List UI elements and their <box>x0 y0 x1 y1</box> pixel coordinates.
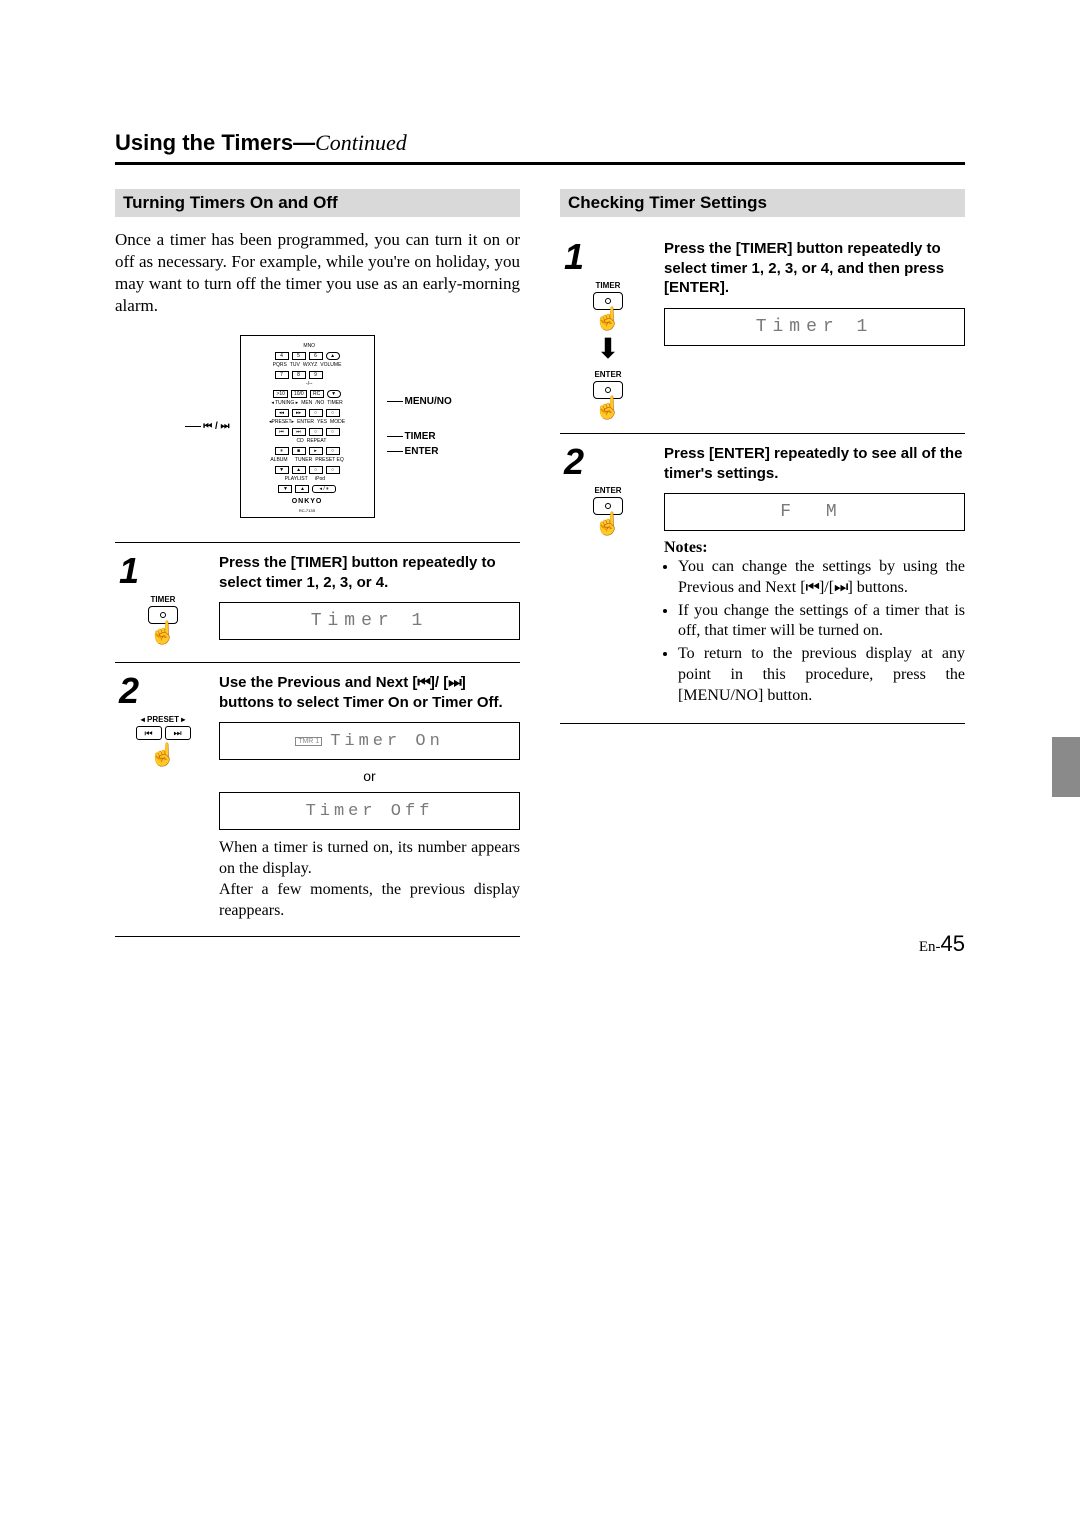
step-number: 2 <box>564 444 584 480</box>
note-item: To return to the previous display at any… <box>678 644 965 706</box>
step-number: 1 <box>119 553 139 589</box>
page-number: En-45 <box>919 931 965 957</box>
step-instruction: Use the Previous and Next [⏮]/ [⏭] butto… <box>219 673 520 712</box>
prev-icon: ⏮ <box>417 674 430 691</box>
left-step-1: 1 TIMER ☝ Press the [TIMER] button repea… <box>115 543 520 663</box>
timer-button-icon: TIMER ☝ <box>148 595 178 644</box>
title-sep: — <box>293 130 315 155</box>
lcd-display-fm: F M <box>664 493 965 531</box>
prev-icon: ⏮ <box>806 579 819 596</box>
remote-illustration: ⏮ / ⏭ MNO 456▲ PQRSTUVWXYZVOLUME 789 -/-… <box>115 335 520 518</box>
right-step-2: 2 ENTER ☝ Press [ENTER] repeatedly to se… <box>560 434 965 724</box>
hand-pointer-icon: ☝ <box>149 742 176 768</box>
remote-brand: ONKYO <box>292 498 323 505</box>
down-arrow-icon: ⬇ <box>596 336 619 364</box>
preset-buttons-icon: ◂ PRESET ▸ ⏮ ⏭ ☝ <box>136 715 191 768</box>
remote-model: RC-713S <box>299 508 315 513</box>
remote-label-prev-next: ⏮ / ⏭ <box>183 421 229 432</box>
lcd-display: Timer 1 <box>219 602 520 640</box>
enter-button-icon: ENTER ☝ <box>593 370 623 419</box>
right-step-1: 1 TIMER ☝ ⬇ ENTER ☝ Press the [TIMER] bu… <box>560 229 965 434</box>
remote-label-timer: TIMER <box>385 431 436 442</box>
remote-label-enter: ENTER <box>385 446 439 457</box>
step-number: 1 <box>564 239 584 275</box>
left-column: Turning Timers On and Off Once a timer h… <box>115 189 520 937</box>
right-column: Checking Timer Settings 1 TIMER ☝ ⬇ ENTE… <box>560 189 965 937</box>
note-item: You can change the settings by using the… <box>678 557 965 599</box>
content-columns: Turning Timers On and Off Once a timer h… <box>115 189 965 937</box>
notes-heading: Notes: <box>664 539 965 557</box>
step-note-1: When a timer is turned on, its number ap… <box>219 838 520 880</box>
next-icon: ⏭ <box>448 674 461 691</box>
right-steps: 1 TIMER ☝ ⬇ ENTER ☝ Press the [TIMER] bu… <box>560 229 965 724</box>
hand-pointer-icon: ☝ <box>594 308 621 330</box>
remote-control-icon: MNO 456▲ PQRSTUVWXYZVOLUME 789 -/-- >101… <box>240 335 375 518</box>
hand-pointer-icon: ☝ <box>594 397 621 419</box>
step-instruction: Press the [TIMER] button repeatedly to s… <box>664 239 965 298</box>
heading-turning-timers: Turning Timers On and Off <box>115 189 520 217</box>
note-item: If you change the settings of a timer th… <box>678 601 965 643</box>
title-continued: Continued <box>315 130 407 155</box>
enter-button-icon: ENTER ☝ <box>593 486 623 535</box>
step-number: 2 <box>119 673 139 709</box>
hand-pointer-icon: ☝ <box>149 622 176 644</box>
or-label: or <box>219 768 520 784</box>
lcd-display: Timer 1 <box>664 308 965 346</box>
next-icon: ⏭ <box>834 579 847 596</box>
intro-text: Once a timer has been programmed, you ca… <box>115 229 520 317</box>
page-title: Using the Timers—Continued <box>115 130 965 156</box>
title-main: Using the Timers <box>115 130 293 155</box>
timer-button-icon: TIMER ☝ <box>593 281 623 330</box>
step-instruction: Press the [TIMER] button repeatedly to s… <box>219 553 520 592</box>
left-step-2: 2 ◂ PRESET ▸ ⏮ ⏭ ☝ Use the Previous and … <box>115 663 520 936</box>
step-instruction: Press [ENTER] repeatedly to see all of t… <box>664 444 965 483</box>
lcd-display-on: TMR 1Timer On <box>219 722 520 760</box>
hand-pointer-icon: ☝ <box>594 513 621 535</box>
title-rule <box>115 162 965 165</box>
notes-list: You can change the settings by using the… <box>664 557 965 707</box>
lcd-display-off: Timer Off <box>219 792 520 830</box>
remote-label-menu-no: MENU/NO <box>385 396 452 407</box>
page-tab-mark <box>1052 737 1080 797</box>
left-steps: 1 TIMER ☝ Press the [TIMER] button repea… <box>115 542 520 936</box>
step-note-2: After a few moments, the previous displa… <box>219 880 520 922</box>
heading-checking-timer: Checking Timer Settings <box>560 189 965 217</box>
